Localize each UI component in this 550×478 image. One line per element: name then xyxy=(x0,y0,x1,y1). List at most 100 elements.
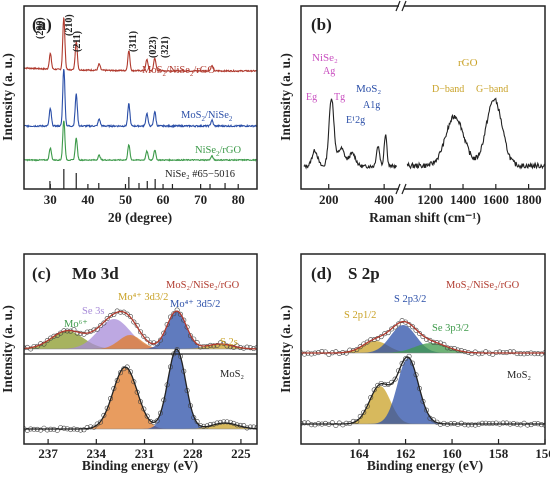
b-ann-e2g: E¹2g xyxy=(346,115,365,126)
d-top-data-point xyxy=(308,351,314,357)
d-bottom-data-point xyxy=(333,422,339,428)
d-bottom-data-point xyxy=(539,422,545,428)
d-top-data-point xyxy=(410,324,416,330)
c-top-envelope xyxy=(24,310,257,350)
c-bottom-data-point xyxy=(217,419,223,425)
c-bottom-data-point xyxy=(227,419,233,425)
c-top-data-point xyxy=(217,340,223,346)
a-rgo-tail: /rGO xyxy=(193,65,215,76)
c-ann-s2s: S 2s xyxy=(220,337,238,348)
c-top-data-point xyxy=(197,344,203,350)
d-top-component xyxy=(301,341,545,353)
c-bottom-data-point xyxy=(247,424,253,430)
c-top-component xyxy=(24,335,257,349)
c-bottom-data-point xyxy=(147,419,153,425)
panel-b-xlabel: Raman shift (cm⁻¹) xyxy=(369,210,481,225)
panel-b-ylabel: Intensity (a. u.) xyxy=(278,53,293,141)
c-bottom-data-point xyxy=(241,423,247,429)
c-top-data-point xyxy=(171,311,177,317)
d-bottom-envelope xyxy=(301,356,545,425)
c-bottom-data-point xyxy=(98,419,104,425)
d-bottom-data-point xyxy=(361,409,367,415)
c-top-data-point xyxy=(254,344,257,350)
c-top-data-point xyxy=(138,329,144,335)
c-top-data-point xyxy=(177,311,183,317)
c-top-data-point xyxy=(211,343,217,349)
b-xtick-label: 400 xyxy=(374,192,394,207)
d-top-data-point xyxy=(413,327,419,333)
d-top-data-point xyxy=(336,351,342,357)
c-top-data-point xyxy=(98,323,104,329)
c-bottom-data-point xyxy=(44,427,50,433)
c-bottom-data-point xyxy=(154,418,160,424)
d-bottom-data-point xyxy=(500,420,506,426)
c-xtick-label: 234 xyxy=(87,446,107,461)
c-top-data-point xyxy=(147,340,153,346)
d-top-data-point xyxy=(399,318,405,324)
c-bottom-data-point xyxy=(157,410,163,416)
b-series-low xyxy=(303,98,397,170)
a-rgo-sub2: 2 xyxy=(190,70,194,78)
panel-a-ticks: 30 40 50 60 70 80 xyxy=(44,184,245,207)
d-top-data-point xyxy=(483,349,489,355)
b-xtick-label: 1800 xyxy=(516,192,542,207)
a-hkl-211: (211) xyxy=(72,31,83,52)
c-ann-mo6: Mo⁶⁺ xyxy=(64,319,88,330)
d-top-data-point xyxy=(539,351,545,357)
d-xtick-label: 156 xyxy=(535,446,550,461)
d-top-data-point xyxy=(535,351,541,357)
c-bottom-data-point xyxy=(78,427,84,433)
d-ann-bot: MoS₂ xyxy=(507,370,531,381)
c-ann-bot: MoS₂ xyxy=(220,369,244,380)
d-top-data-point xyxy=(497,349,503,355)
d-bottom-data-point xyxy=(483,420,489,426)
c-top-data-point xyxy=(114,308,120,314)
c-bottom-data-point xyxy=(61,425,67,431)
b-xtick-label: 1200 xyxy=(417,192,443,207)
a-nr-mid: /rGO xyxy=(220,145,242,156)
panel-d-title: S 2p xyxy=(348,264,380,283)
c-top-data-point xyxy=(44,338,50,344)
d-top-data-point xyxy=(476,351,482,357)
a-series-nise2-rgo xyxy=(24,120,257,162)
d-bottom-data-point xyxy=(312,422,318,428)
d-top-data-point xyxy=(322,349,328,355)
c-top-data-point xyxy=(201,344,207,350)
c-bottom-envelope xyxy=(24,348,257,430)
d-bottom-data-point xyxy=(322,420,328,426)
c-top-data-point xyxy=(28,346,34,352)
a-hkl-200: (200) xyxy=(35,17,46,39)
d-ann-se3p: Se 3p3/2 xyxy=(432,323,469,334)
d-top-data-point xyxy=(521,351,527,357)
a-rgo-sub1: 2 xyxy=(162,70,166,78)
d-bottom-data-point xyxy=(357,413,363,419)
c-bottom-data-point xyxy=(58,425,64,431)
d-bottom-data-point xyxy=(479,420,485,426)
d-top-data-point xyxy=(319,349,325,355)
a-hkl-311: (311) xyxy=(128,31,139,52)
d-bottom-data-point xyxy=(490,420,496,426)
d-bottom-data-point xyxy=(301,420,304,426)
d-bottom-data-point xyxy=(364,403,370,409)
panel-c: 237 234 231 228 225 (c) Mo 3d MoS₂/NiSe₂/rGO… xyxy=(0,253,258,473)
c-top-component xyxy=(24,331,257,349)
panel-b: 200 400 1200 1400 1600 1800 (b) NiSe₂ Ag Eg T… xyxy=(278,0,546,225)
a-xtick-label: 50 xyxy=(119,192,132,207)
b-xtick-label: 200 xyxy=(319,192,339,207)
c-top-data-point xyxy=(104,315,110,321)
b-break-mark xyxy=(401,183,407,195)
c-bottom-data-point xyxy=(221,419,227,425)
a-mn-base: MoS xyxy=(181,110,202,121)
panel-b-frame xyxy=(300,5,546,190)
a-mn-sub1: 2 xyxy=(201,115,205,123)
c-bottom-data-point xyxy=(254,425,257,431)
c-top-component xyxy=(24,344,257,349)
c-xtick-label: 231 xyxy=(135,446,155,461)
b-ann-a1g: A1g xyxy=(363,100,380,111)
d-bottom-data-point xyxy=(472,422,478,428)
panel-a-curves xyxy=(24,16,257,189)
a-mn-mid: /NiSe xyxy=(205,110,229,121)
d-xtick-label: 164 xyxy=(349,446,369,461)
